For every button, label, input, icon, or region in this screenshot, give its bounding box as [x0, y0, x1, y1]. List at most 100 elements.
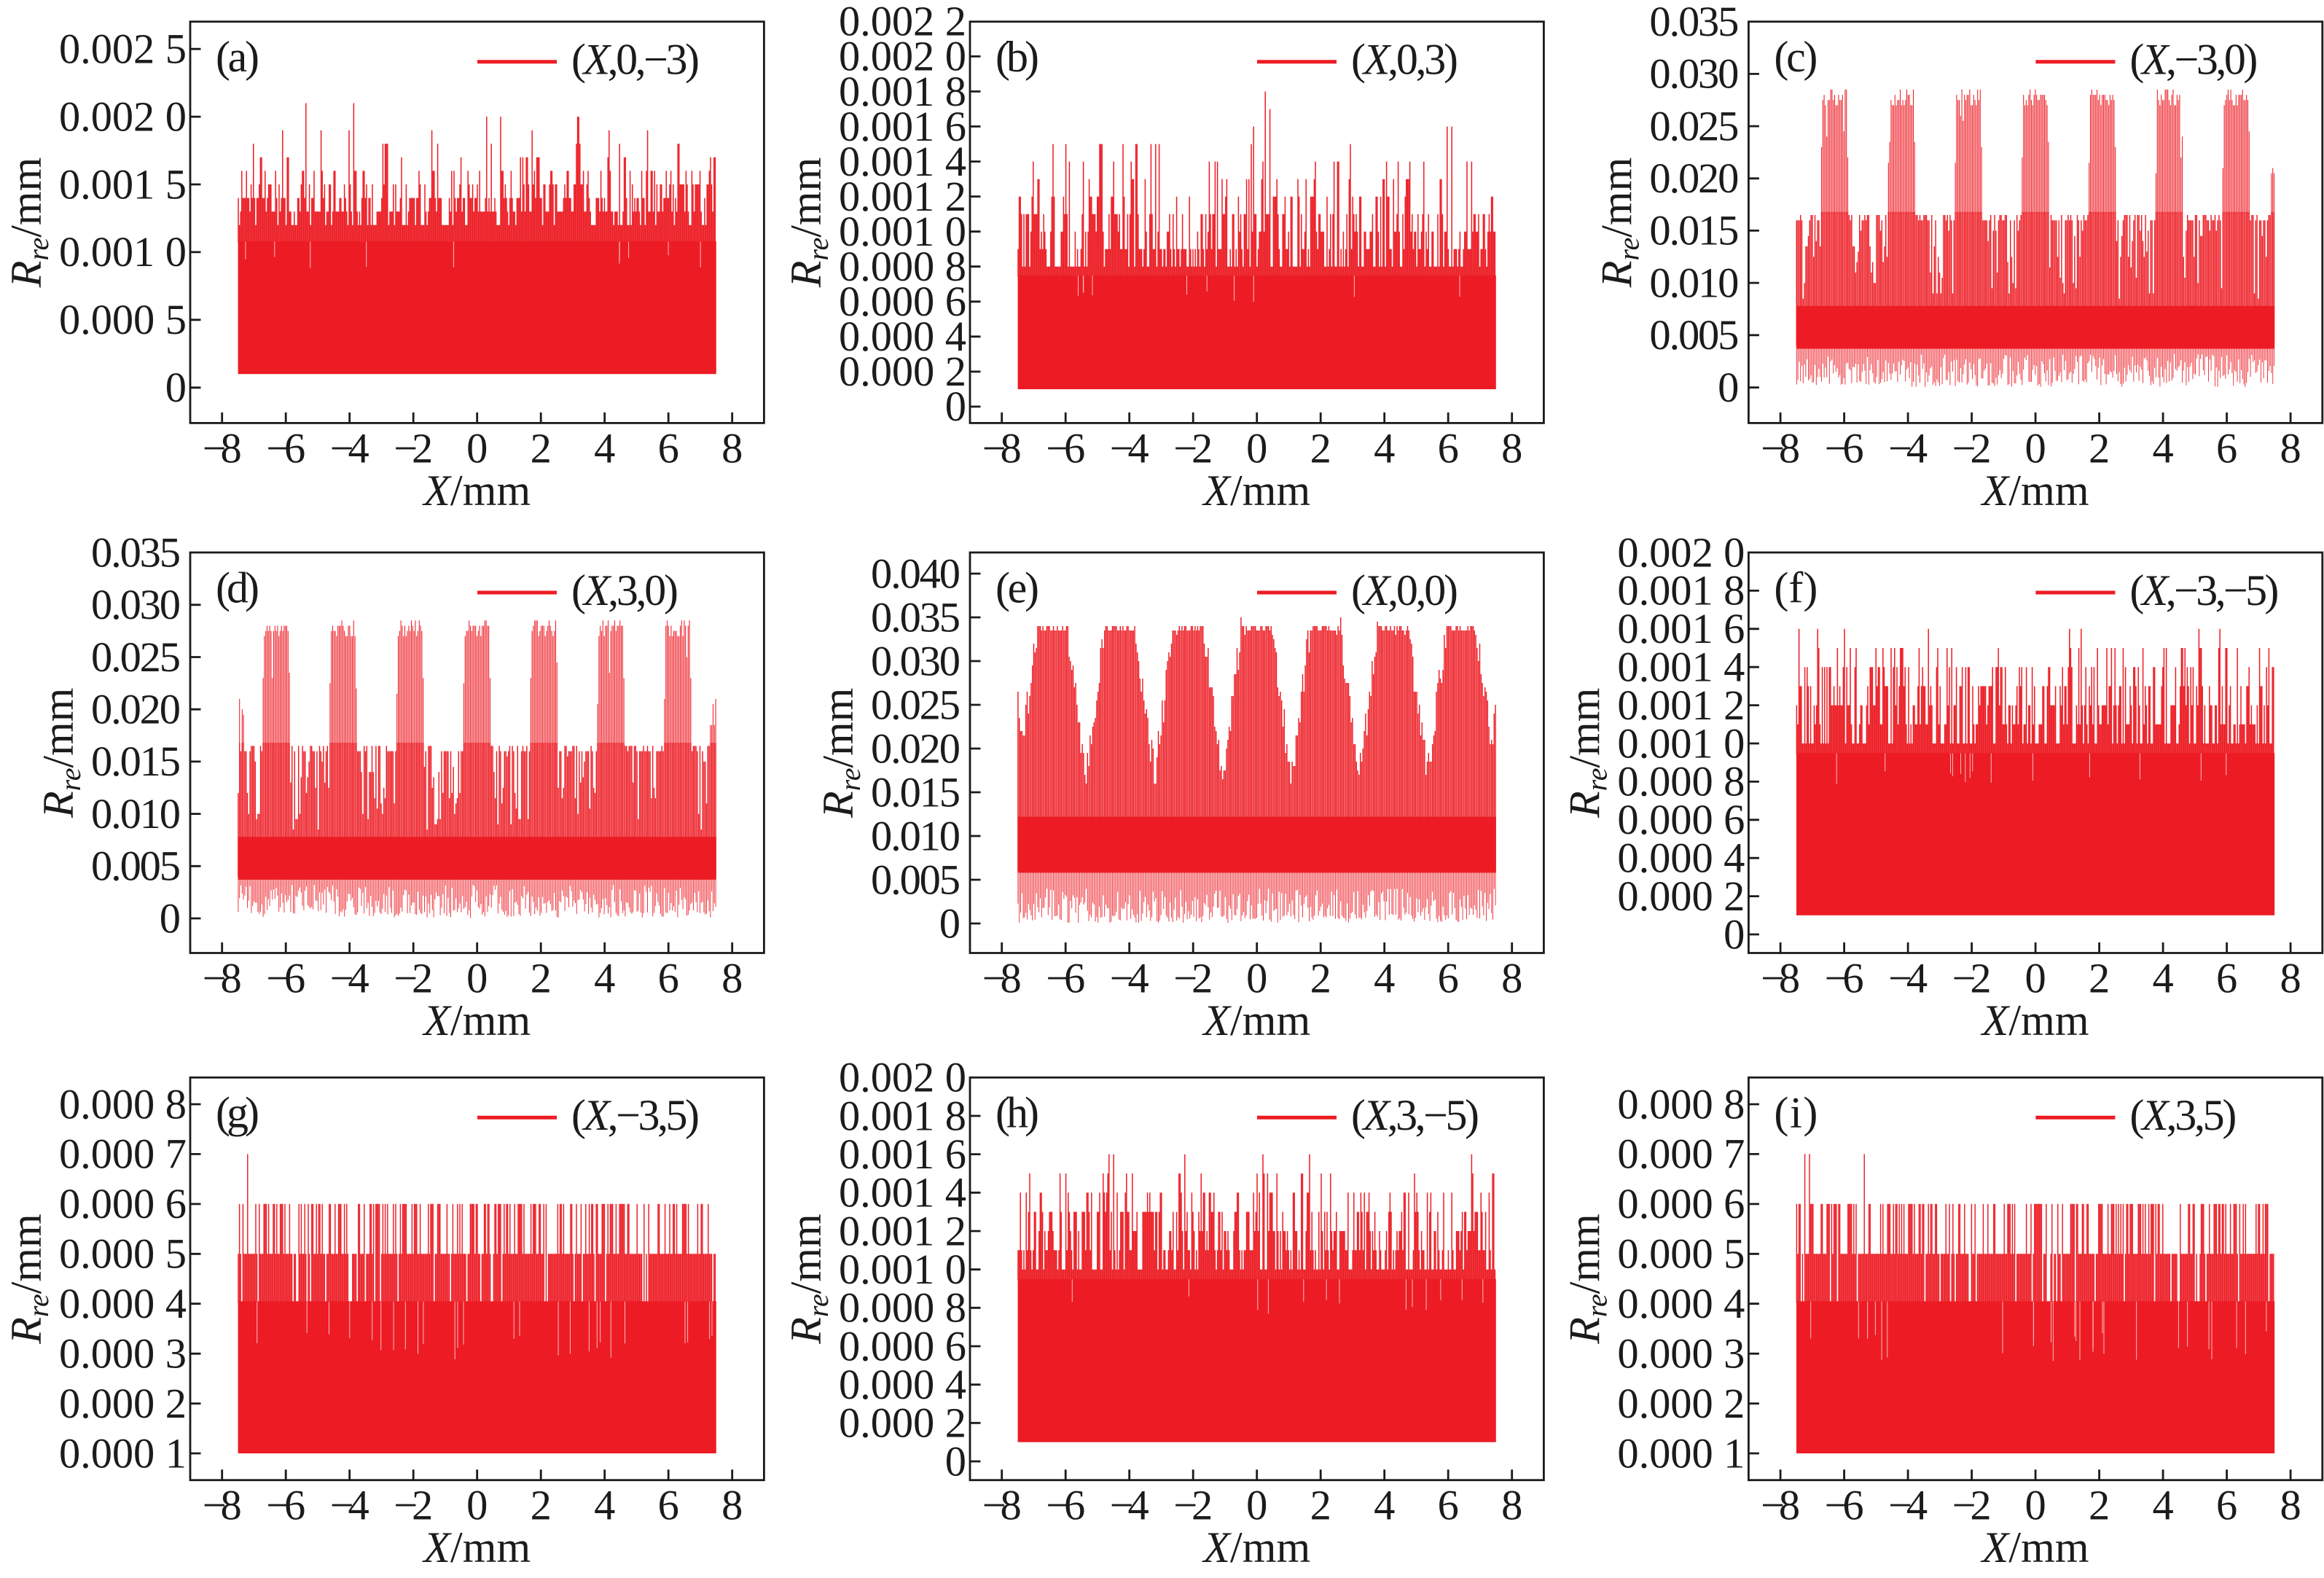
svg-text:−2: −2	[1952, 424, 1992, 472]
svg-text:−6: −6	[1825, 1482, 1864, 1529]
svg-text:4: 4	[1374, 1482, 1395, 1529]
svg-text:2: 2	[531, 1482, 552, 1529]
svg-text:(f): (f)	[1774, 563, 1818, 612]
svg-text:(h): (h)	[995, 1089, 1039, 1137]
svg-text:−8: −8	[203, 1482, 242, 1529]
svg-text:0.015: 0.015	[91, 738, 181, 785]
svg-text:(c): (c)	[1774, 33, 1818, 81]
svg-text:−6: −6	[266, 424, 305, 472]
svg-text:−4: −4	[330, 955, 369, 1002]
svg-text:−6: −6	[1046, 1482, 1085, 1529]
svg-text:4: 4	[2152, 1482, 2173, 1529]
svg-text:0.001 4: 0.001 4	[1617, 644, 1745, 691]
svg-text:(g): (g)	[216, 1089, 259, 1137]
svg-text:0.005: 0.005	[871, 856, 960, 903]
svg-text:0.001 0: 0.001 0	[59, 228, 187, 276]
svg-text:0.030: 0.030	[91, 581, 181, 628]
svg-text:0.001 6: 0.001 6	[839, 1130, 966, 1178]
svg-text:Rre/mm: Rre/mm	[814, 688, 866, 819]
svg-text:0.001 2: 0.001 2	[1617, 681, 1745, 729]
svg-text:6: 6	[2216, 424, 2237, 472]
svg-text:0: 0	[1724, 910, 1745, 958]
svg-text:−4: −4	[1888, 424, 1928, 472]
svg-text:Rre/mm: Rre/mm	[2, 157, 55, 289]
svg-text:−8: −8	[982, 1482, 1022, 1529]
svg-text:−4: −4	[1888, 1482, 1928, 1529]
svg-text:(e): (e)	[995, 563, 1039, 612]
svg-text:0.000 5: 0.000 5	[1617, 1230, 1745, 1278]
svg-text:Rre/mm: Rre/mm	[782, 157, 834, 289]
svg-text:(X,−3,−5): (X,−3,−5)	[2129, 566, 2279, 614]
svg-text:0.002 2: 0.002 2	[839, 0, 966, 45]
svg-text:X/mm: X/mm	[1981, 996, 2089, 1044]
svg-text:4: 4	[594, 1482, 615, 1529]
svg-text:0: 0	[1718, 364, 1739, 411]
svg-text:−4: −4	[330, 1482, 369, 1529]
svg-text:X/mm: X/mm	[1981, 466, 2089, 515]
svg-text:0.015: 0.015	[1649, 207, 1739, 254]
svg-text:0.000 5: 0.000 5	[59, 1230, 187, 1278]
svg-text:0.001 0: 0.001 0	[839, 1246, 966, 1293]
svg-text:X/mm: X/mm	[1202, 996, 1310, 1044]
svg-text:0.000 8: 0.000 8	[1617, 1080, 1745, 1128]
svg-text:0.002 5: 0.002 5	[59, 26, 187, 73]
svg-text:−8: −8	[203, 424, 242, 472]
svg-text:0.000 1: 0.000 1	[59, 1429, 187, 1477]
svg-text:0.000 6: 0.000 6	[839, 1322, 966, 1370]
svg-text:0.025: 0.025	[91, 633, 181, 681]
svg-text:0.035: 0.035	[91, 528, 181, 576]
svg-text:6: 6	[2216, 955, 2237, 1002]
svg-text:Rre/mm: Rre/mm	[34, 688, 87, 819]
svg-text:0.000 1: 0.000 1	[1617, 1429, 1745, 1477]
svg-text:0: 0	[1246, 1482, 1267, 1529]
svg-text:−8: −8	[982, 424, 1022, 472]
svg-text:−2: −2	[1952, 1482, 1992, 1529]
svg-text:0.000 2: 0.000 2	[1617, 872, 1745, 920]
svg-text:0.000 2: 0.000 2	[839, 348, 966, 395]
svg-text:6: 6	[2216, 1482, 2237, 1529]
svg-text:0.001 5: 0.001 5	[59, 160, 187, 208]
svg-text:X/mm: X/mm	[1981, 1523, 2089, 1571]
svg-text:−2: −2	[1173, 424, 1213, 472]
svg-text:−8: −8	[1761, 424, 1800, 472]
svg-text:0.000 5: 0.000 5	[59, 296, 187, 343]
svg-text:0.000 3: 0.000 3	[59, 1330, 187, 1378]
svg-text:0.000 4: 0.000 4	[839, 313, 966, 360]
svg-text:0.010: 0.010	[1649, 259, 1739, 306]
svg-text:2: 2	[1310, 955, 1331, 1002]
svg-text:0: 0	[939, 899, 960, 947]
svg-text:0: 0	[466, 955, 488, 1002]
svg-text:0: 0	[165, 364, 187, 411]
svg-text:X/mm: X/mm	[422, 1523, 531, 1571]
svg-text:6: 6	[658, 1482, 679, 1529]
svg-text:8: 8	[1501, 424, 1522, 472]
svg-text:8: 8	[1501, 1482, 1522, 1529]
svg-text:0.000 2: 0.000 2	[59, 1380, 187, 1427]
svg-text:0.000 3: 0.000 3	[1617, 1330, 1745, 1378]
svg-text:0.001 2: 0.001 2	[839, 1207, 966, 1254]
svg-text:Rre/mm: Rre/mm	[1592, 157, 1645, 289]
svg-text:Rre/mm: Rre/mm	[782, 1214, 834, 1345]
svg-text:Rre/mm: Rre/mm	[1560, 1214, 1613, 1345]
svg-text:8: 8	[721, 955, 743, 1002]
svg-text:X/mm: X/mm	[422, 466, 531, 515]
svg-text:0.005: 0.005	[1649, 311, 1739, 359]
svg-text:4: 4	[2152, 424, 2173, 472]
svg-text:(a): (a)	[216, 33, 259, 81]
svg-text:0.005: 0.005	[91, 843, 181, 890]
svg-text:−2: −2	[394, 955, 433, 1002]
svg-text:(d): (d)	[216, 563, 259, 612]
svg-text:8: 8	[721, 1482, 743, 1529]
svg-text:0.000 8: 0.000 8	[59, 1080, 187, 1128]
svg-text:−6: −6	[1825, 424, 1864, 472]
svg-text:2: 2	[1310, 424, 1331, 472]
svg-text:0.001 2: 0.001 2	[839, 173, 966, 220]
svg-text:0.040: 0.040	[871, 550, 960, 597]
svg-text:0.000 2: 0.000 2	[1617, 1380, 1745, 1427]
svg-text:−8: −8	[982, 955, 1022, 1002]
svg-text:−4: −4	[1888, 955, 1928, 1002]
svg-text:0.015: 0.015	[871, 768, 960, 816]
svg-text:Rre/mm: Rre/mm	[2, 1214, 55, 1345]
svg-text:0.002 0: 0.002 0	[1617, 528, 1745, 576]
svg-text:0.002 0: 0.002 0	[59, 93, 187, 140]
